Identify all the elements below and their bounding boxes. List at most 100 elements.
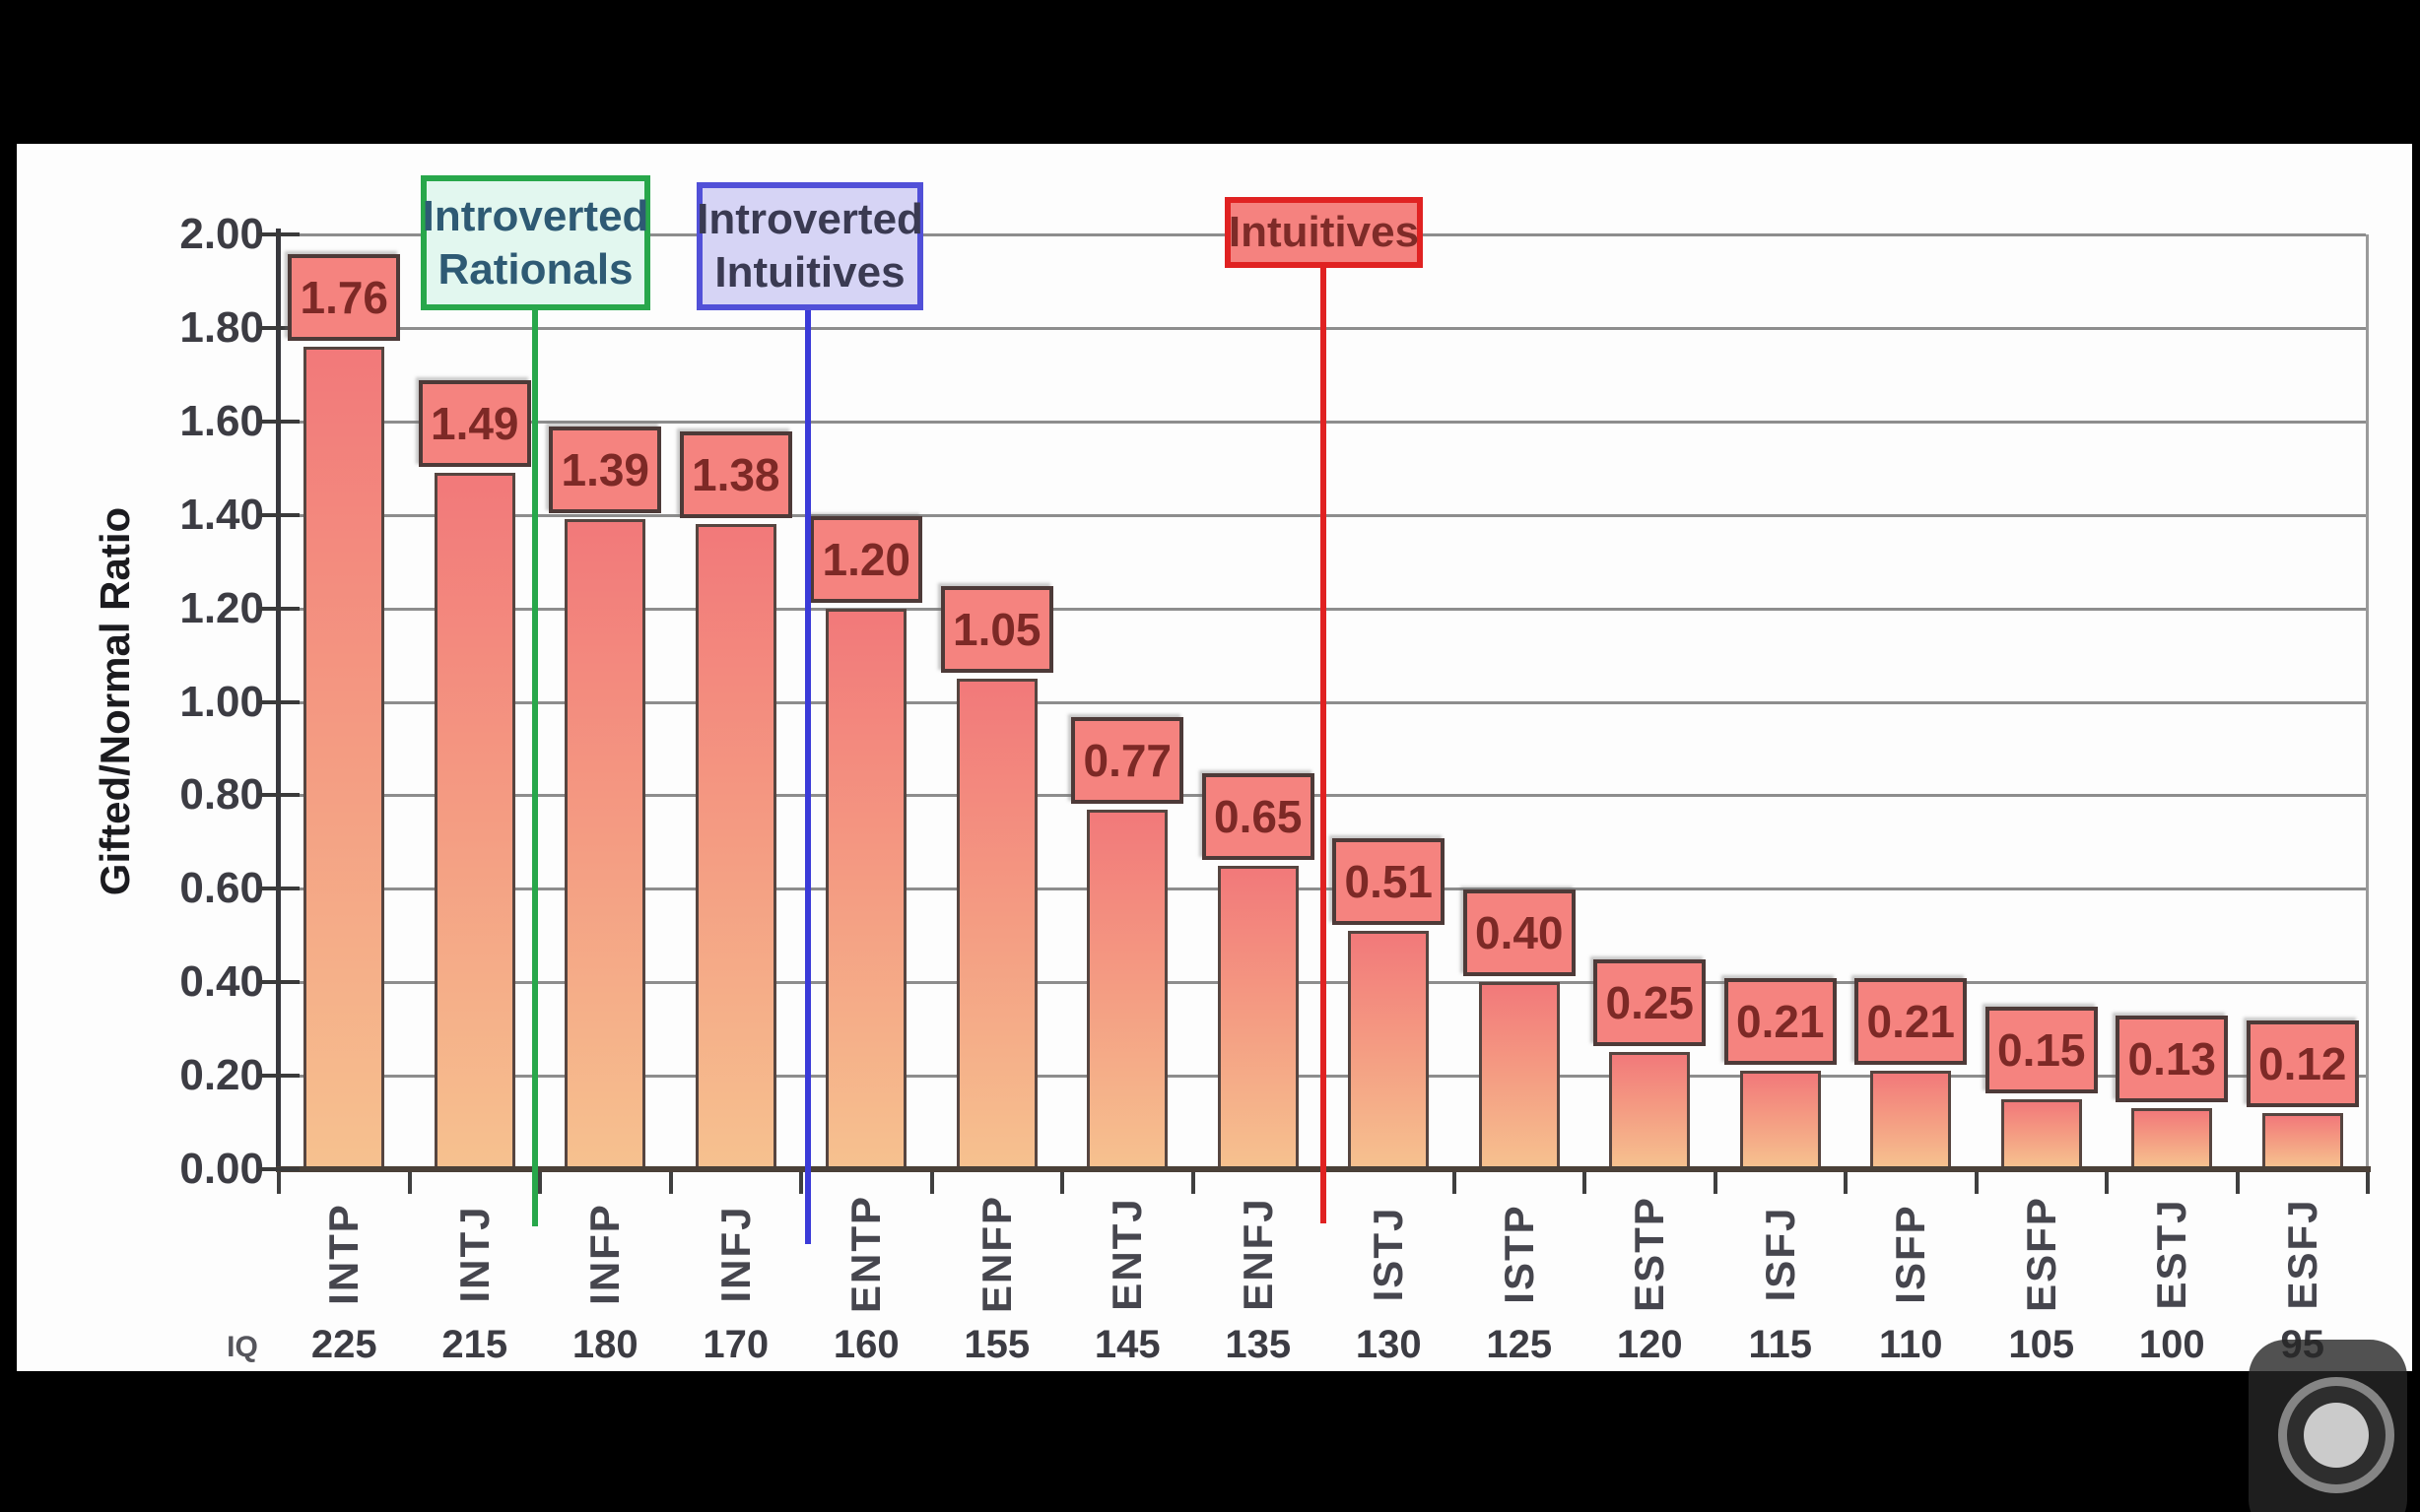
- x-category-label-intj: INTJ: [450, 1205, 498, 1303]
- x-axis-tick: [2366, 1172, 2370, 1194]
- iq-value-infj: 170: [703, 1323, 770, 1366]
- y-axis-tick: [258, 419, 300, 424]
- iq-value-infp: 180: [571, 1323, 639, 1366]
- x-axis-tick: [407, 1172, 412, 1194]
- x-category-label-infp: INFP: [581, 1203, 629, 1305]
- y-axis-tick: [258, 887, 300, 891]
- bar-intp: [303, 346, 385, 1169]
- bar-value-label-isfp: 0.21: [1854, 978, 1968, 1066]
- annotation-text: Introverted: [422, 191, 649, 240]
- x-axis-tick: [1451, 1172, 1456, 1194]
- y-axis-tick: [258, 232, 300, 236]
- x-axis-tick: [1713, 1172, 1717, 1194]
- bar-value-label-istp: 0.40: [1462, 889, 1576, 977]
- iq-value-intj: 215: [441, 1323, 508, 1366]
- bar-value-label-entp: 1.20: [810, 515, 923, 603]
- bar-value-label-isfj: 0.21: [1723, 978, 1837, 1066]
- x-category-label-enfj: ENFJ: [1234, 1197, 1281, 1311]
- x-axis-tick: [277, 1172, 281, 1194]
- bar-value-label-istj: 0.51: [1332, 838, 1445, 925]
- annotation-line-2: [1320, 268, 1326, 1223]
- iq-value-intp: 225: [310, 1323, 377, 1366]
- y-tick-label: 2.00: [179, 210, 264, 258]
- bar-estj: [2131, 1108, 2213, 1169]
- screenshot-camera-button[interactable]: [2249, 1340, 2407, 1512]
- y-tick-label: 0.00: [179, 1145, 264, 1193]
- iq-value-entp: 160: [833, 1323, 900, 1366]
- x-category-label-istp: ISTP: [1495, 1204, 1542, 1304]
- bar-estp: [1609, 1052, 1691, 1169]
- y-axis-tick: [258, 980, 300, 985]
- x-axis-tick: [1974, 1172, 1979, 1194]
- bar-value-label-esfp: 0.15: [1984, 1006, 2098, 1093]
- annotation-line-1: [805, 310, 811, 1244]
- bar-value-label-enfp: 1.05: [940, 585, 1053, 673]
- bar-esfj: [2261, 1113, 2343, 1169]
- y-axis-tick: [258, 793, 300, 798]
- bar-entp: [826, 608, 908, 1169]
- bar-value-label-infp: 1.39: [549, 427, 662, 514]
- y-axis-tick: [258, 606, 300, 611]
- x-category-label-enfp: ENFP: [973, 1195, 1020, 1314]
- y-tick-label: 1.40: [179, 490, 264, 539]
- annotation-text: Intuitives: [1228, 208, 1420, 256]
- iq-value-enfp: 155: [964, 1323, 1031, 1366]
- iq-value-isfp: 110: [1878, 1323, 1943, 1366]
- x-category-label-intp: INTP: [320, 1203, 368, 1305]
- y-tick-label: 1.00: [179, 677, 264, 726]
- iq-row-label: IQ: [227, 1331, 258, 1363]
- x-axis-tick: [668, 1172, 673, 1194]
- iq-value-istj: 130: [1355, 1323, 1422, 1366]
- bar-value-label-intp: 1.76: [288, 253, 401, 341]
- y-axis-tick: [258, 325, 300, 330]
- camera-lens-center: [2304, 1403, 2369, 1468]
- bar-infp: [565, 519, 646, 1169]
- x-category-label-isfj: ISFJ: [1756, 1206, 1803, 1302]
- bar-value-label-intj: 1.49: [418, 379, 531, 467]
- y-axis-tick: [258, 699, 300, 704]
- x-axis-tick: [1060, 1172, 1064, 1194]
- iq-value-isfj: 115: [1748, 1323, 1813, 1366]
- annotation-line-0: [532, 310, 538, 1226]
- bar-entj: [1087, 809, 1169, 1169]
- iq-value-estj: 100: [2138, 1323, 2205, 1366]
- y-tick-label: 0.60: [179, 864, 264, 913]
- x-axis-tick: [2235, 1172, 2240, 1194]
- x-category-label-istj: ISTJ: [1365, 1206, 1412, 1302]
- bar-enfj: [1217, 865, 1299, 1169]
- x-axis-tick: [538, 1172, 542, 1194]
- bar-value-label-esfj: 0.12: [2246, 1020, 2359, 1108]
- bar-value-label-infj: 1.38: [679, 431, 792, 519]
- bar-value-label-estj: 0.13: [2116, 1016, 2229, 1103]
- bar-istj: [1348, 931, 1430, 1169]
- x-category-label-infj: INFJ: [711, 1205, 759, 1303]
- iq-value-esfp: 105: [2008, 1323, 2075, 1366]
- iq-value-estp: 120: [1616, 1323, 1683, 1366]
- iq-value-istp: 125: [1486, 1323, 1553, 1366]
- bar-value-label-entj: 0.77: [1071, 716, 1184, 804]
- x-axis-tick: [2105, 1172, 2109, 1194]
- iq-value-enfj: 135: [1225, 1323, 1292, 1366]
- y-axis-tick: [258, 1074, 300, 1079]
- x-axis-tick: [1844, 1172, 1848, 1194]
- bar-istp: [1478, 982, 1560, 1169]
- annotation-box-2: Intuitives: [1225, 197, 1423, 268]
- plot-right-border: [2366, 234, 2369, 1170]
- annotation-text: Intuitives: [714, 248, 906, 296]
- camera-lens-icon: [2278, 1377, 2394, 1493]
- x-axis-tick: [1582, 1172, 1586, 1194]
- x-category-label-entp: ENTP: [842, 1195, 890, 1314]
- annotation-box-0: Introverted Rationals: [421, 175, 650, 310]
- annotation-box-1: Introverted Intuitives: [697, 182, 923, 310]
- annotation-text: Rationals: [437, 244, 634, 294]
- y-tick-label: 0.20: [179, 1051, 264, 1100]
- x-category-label-isfp: ISFP: [1887, 1204, 1934, 1304]
- bar-isfj: [1739, 1071, 1821, 1169]
- y-tick-label: 1.60: [179, 396, 264, 445]
- y-axis-tick: [258, 512, 300, 517]
- x-category-label-esfp: ESFP: [2017, 1196, 2064, 1312]
- x-axis-tick: [1190, 1172, 1195, 1194]
- y-tick-label: 0.40: [179, 957, 264, 1007]
